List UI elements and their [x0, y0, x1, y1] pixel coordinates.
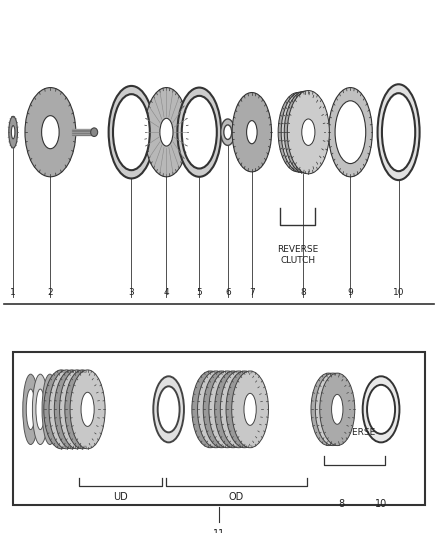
Ellipse shape — [145, 87, 188, 177]
Ellipse shape — [311, 373, 346, 446]
Ellipse shape — [295, 119, 308, 146]
Ellipse shape — [81, 392, 94, 426]
Text: 3: 3 — [128, 287, 134, 296]
Ellipse shape — [238, 393, 251, 425]
Ellipse shape — [284, 91, 325, 173]
Text: 4: 4 — [164, 287, 169, 296]
Ellipse shape — [278, 93, 318, 172]
Ellipse shape — [221, 393, 233, 425]
Ellipse shape — [220, 371, 257, 448]
Ellipse shape — [71, 392, 84, 426]
Ellipse shape — [291, 119, 304, 146]
Ellipse shape — [328, 87, 372, 177]
Ellipse shape — [210, 393, 222, 425]
Ellipse shape — [32, 374, 48, 445]
Ellipse shape — [363, 376, 399, 442]
Ellipse shape — [224, 125, 232, 140]
Text: 5: 5 — [196, 287, 202, 296]
Ellipse shape — [65, 389, 74, 430]
Ellipse shape — [42, 116, 59, 149]
Ellipse shape — [233, 393, 245, 425]
Ellipse shape — [192, 371, 229, 448]
Text: 2: 2 — [48, 287, 53, 296]
Text: 11: 11 — [213, 529, 225, 533]
Ellipse shape — [320, 373, 355, 446]
Ellipse shape — [323, 394, 334, 424]
Ellipse shape — [203, 371, 240, 448]
Text: 1: 1 — [10, 287, 16, 296]
Ellipse shape — [315, 373, 350, 446]
Text: 10: 10 — [393, 287, 404, 296]
Ellipse shape — [227, 393, 239, 425]
Ellipse shape — [11, 126, 15, 139]
Ellipse shape — [281, 92, 321, 173]
Ellipse shape — [55, 392, 68, 426]
Ellipse shape — [335, 101, 366, 164]
Ellipse shape — [215, 371, 251, 448]
Ellipse shape — [42, 374, 58, 445]
Ellipse shape — [36, 389, 45, 430]
Ellipse shape — [367, 385, 395, 434]
Ellipse shape — [25, 87, 76, 177]
Ellipse shape — [177, 87, 221, 177]
Ellipse shape — [65, 392, 78, 426]
Ellipse shape — [232, 371, 268, 448]
Ellipse shape — [298, 119, 311, 146]
Bar — [13, 352, 425, 505]
Ellipse shape — [244, 393, 256, 425]
Ellipse shape — [215, 393, 228, 425]
Ellipse shape — [60, 392, 73, 426]
Ellipse shape — [91, 128, 98, 136]
Text: OD: OD — [229, 492, 244, 503]
Ellipse shape — [182, 96, 217, 168]
Ellipse shape — [198, 371, 234, 448]
Ellipse shape — [54, 370, 89, 449]
Ellipse shape — [226, 371, 263, 448]
Ellipse shape — [76, 392, 89, 426]
Ellipse shape — [23, 374, 39, 445]
Ellipse shape — [26, 389, 35, 430]
Ellipse shape — [70, 370, 105, 449]
Ellipse shape — [153, 376, 184, 442]
Ellipse shape — [55, 389, 64, 430]
Ellipse shape — [61, 374, 77, 445]
Text: 6: 6 — [225, 287, 231, 296]
Ellipse shape — [109, 86, 154, 179]
Ellipse shape — [9, 116, 18, 148]
Ellipse shape — [221, 119, 235, 146]
Ellipse shape — [158, 386, 180, 432]
Ellipse shape — [378, 84, 420, 180]
Text: 8: 8 — [339, 499, 345, 509]
Text: 10: 10 — [375, 499, 387, 509]
Ellipse shape — [247, 120, 257, 144]
Ellipse shape — [46, 389, 54, 430]
Text: REVERSE
CLUTCH: REVERSE CLUTCH — [277, 245, 318, 265]
Ellipse shape — [332, 394, 343, 424]
Ellipse shape — [113, 94, 150, 170]
Text: 7: 7 — [249, 287, 255, 296]
Ellipse shape — [209, 371, 246, 448]
Ellipse shape — [65, 370, 100, 449]
Text: UD: UD — [113, 492, 128, 503]
Ellipse shape — [52, 374, 67, 445]
Text: 9: 9 — [347, 287, 353, 296]
Ellipse shape — [60, 370, 95, 449]
Text: REVERSE: REVERSE — [334, 428, 375, 437]
Ellipse shape — [44, 370, 79, 449]
Ellipse shape — [327, 394, 339, 424]
Ellipse shape — [382, 93, 415, 171]
Ellipse shape — [160, 118, 173, 146]
Ellipse shape — [302, 119, 315, 146]
Ellipse shape — [287, 91, 329, 174]
Ellipse shape — [49, 370, 84, 449]
Ellipse shape — [232, 93, 272, 172]
Text: 8: 8 — [300, 287, 306, 296]
Ellipse shape — [204, 393, 216, 425]
